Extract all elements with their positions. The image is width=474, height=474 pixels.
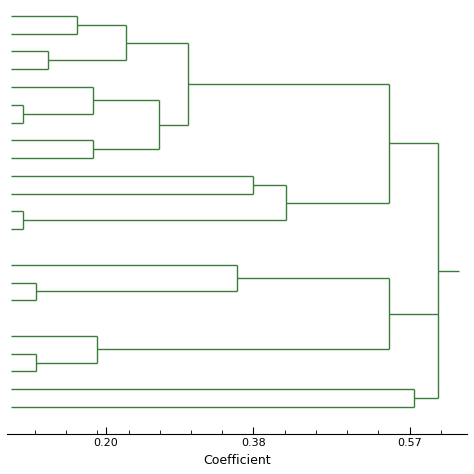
X-axis label: Coefficient: Coefficient [203, 454, 271, 467]
